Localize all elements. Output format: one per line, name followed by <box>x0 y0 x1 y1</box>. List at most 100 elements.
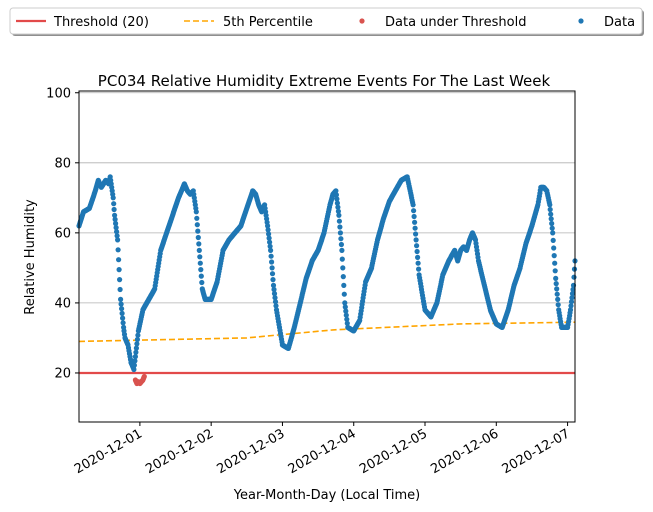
data-point <box>110 195 116 201</box>
data-point <box>414 248 420 255</box>
data-point <box>134 336 140 343</box>
data-point <box>552 268 558 274</box>
legend-data-label: Data <box>604 15 635 30</box>
data-point <box>335 204 341 210</box>
data-point <box>550 230 556 236</box>
y-axis-label: Relative Humidity <box>23 199 38 315</box>
x-tick-label: 2020-12-05 <box>357 426 430 477</box>
data-point <box>272 295 278 301</box>
data-point <box>343 308 349 314</box>
data-point <box>115 237 121 243</box>
data-point <box>344 320 350 326</box>
data-point <box>568 303 574 309</box>
data-point <box>268 253 274 259</box>
data-point <box>269 259 275 265</box>
data-point <box>416 266 422 272</box>
data-point <box>554 286 560 292</box>
data-point <box>335 208 341 214</box>
y-tick-label: 100 <box>46 86 71 101</box>
y-tick-label: 60 <box>54 226 71 241</box>
data-point <box>132 358 138 364</box>
data-point <box>197 260 203 266</box>
data-point <box>550 237 556 243</box>
x-tick-label: 2020-12-07 <box>500 426 573 477</box>
data-point <box>266 235 272 241</box>
data-point <box>343 312 349 318</box>
data-point <box>194 222 200 228</box>
data-point <box>334 196 340 202</box>
data-point <box>567 307 574 313</box>
data-point <box>342 304 348 310</box>
x-axis-label: Year-Month-Day (Local Time) <box>233 488 420 503</box>
legend-under-threshold-swatch <box>359 18 365 24</box>
data-point <box>196 247 202 253</box>
data-point <box>269 265 275 271</box>
data-point <box>114 229 120 235</box>
data-point <box>120 320 126 326</box>
data-point <box>337 224 343 230</box>
data-point <box>199 279 205 286</box>
data-point <box>337 230 343 236</box>
data-point <box>547 206 553 213</box>
data-point <box>195 234 201 241</box>
data-point <box>270 277 276 283</box>
data-point <box>341 282 347 288</box>
data-point <box>271 291 278 297</box>
data-point <box>270 282 277 288</box>
data-point <box>267 239 273 245</box>
y-tick-label: 40 <box>54 296 71 311</box>
data-point <box>571 274 577 280</box>
data-point <box>336 218 342 224</box>
data-point <box>549 220 555 227</box>
data-point <box>196 241 202 247</box>
data-point <box>116 257 122 263</box>
data-point <box>133 349 139 355</box>
data-point <box>118 296 124 302</box>
data-point <box>553 275 559 281</box>
data-point <box>113 225 119 231</box>
data-point <box>197 254 203 260</box>
data-point <box>412 225 418 231</box>
data-point <box>265 227 271 233</box>
data-point <box>265 223 271 229</box>
data-point <box>552 260 558 266</box>
data-point <box>113 220 119 227</box>
data-point <box>414 243 420 249</box>
data-point <box>111 201 117 207</box>
data-point <box>340 274 346 280</box>
percentile-layer <box>78 321 576 343</box>
data-point <box>112 216 118 222</box>
data-point <box>548 211 554 217</box>
data-point <box>333 192 339 198</box>
data-point <box>551 245 557 251</box>
data-point <box>193 209 199 215</box>
data-point <box>114 233 120 239</box>
legend-under-threshold-label: Data under Threshold <box>385 15 526 30</box>
data-point <box>131 366 137 373</box>
data-point <box>339 247 345 253</box>
data-point <box>340 265 346 271</box>
data-point <box>570 286 576 293</box>
data-point <box>344 316 350 322</box>
data-point <box>549 225 555 231</box>
data-point <box>569 291 576 297</box>
data-point <box>412 219 418 225</box>
x-tick-label: 2020-12-01 <box>72 426 145 477</box>
data-point <box>194 215 200 221</box>
data-point <box>118 301 124 307</box>
data-point <box>266 231 272 237</box>
data-point <box>119 306 125 312</box>
data-point <box>555 302 561 308</box>
data-point <box>338 241 344 248</box>
data-point <box>271 286 277 293</box>
data-point <box>111 206 117 213</box>
chart-title: PC034 Relative Humidity Extreme Events F… <box>98 72 551 90</box>
x-axis-ticks: 2020-12-012020-12-022020-12-032020-12-04… <box>72 422 573 477</box>
data-point <box>117 286 123 293</box>
data-point <box>334 200 340 206</box>
data-point <box>333 188 339 194</box>
data-point <box>410 202 416 208</box>
data-point <box>411 208 417 214</box>
y-tick-label: 80 <box>54 156 71 171</box>
